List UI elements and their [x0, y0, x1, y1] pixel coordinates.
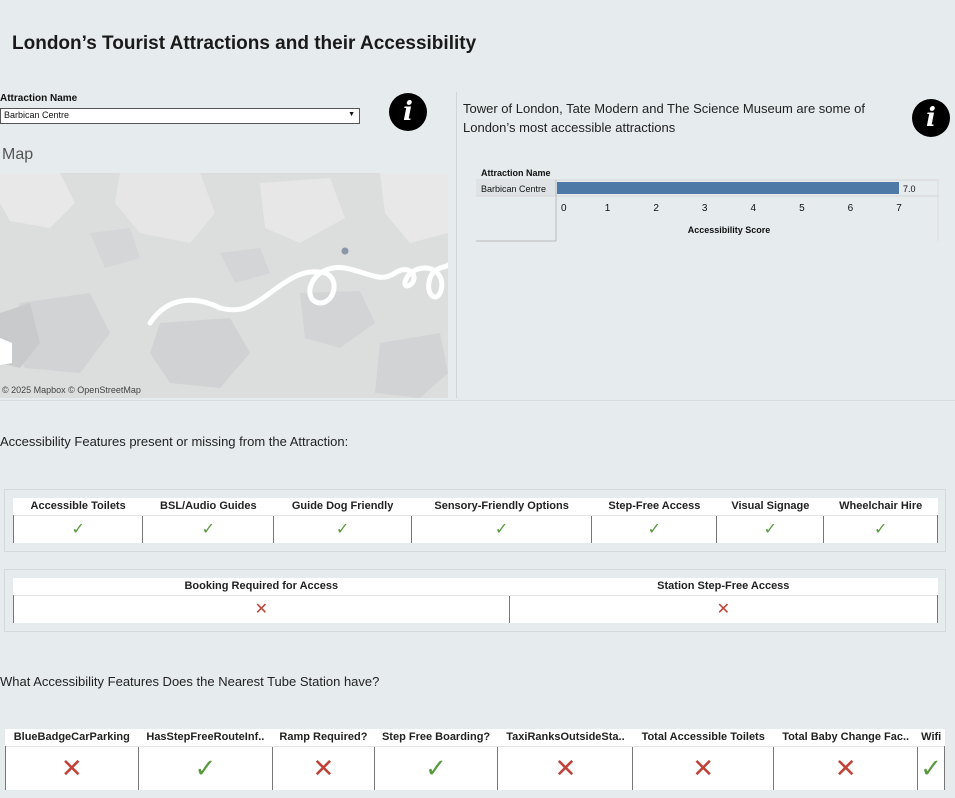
chart-row-header: Attraction Name — [481, 168, 551, 178]
map-attribution: © 2025 Mapbox © OpenStreetMap — [2, 385, 141, 395]
station-feature-cell[interactable]: ✕ — [272, 745, 375, 790]
chart-x-tick: 1 — [605, 203, 611, 214]
check-icon: ✓ — [647, 521, 662, 539]
station-feature-cell[interactable]: ✕ — [5, 745, 139, 790]
check-icon: ✓ — [763, 521, 778, 539]
present-feature-cell[interactable]: ✓ — [716, 514, 824, 543]
map[interactable]: © 2025 Mapbox © OpenStreetMap — [0, 173, 448, 398]
dashboard-title: London’s Tourist Attractions and their A… — [12, 33, 477, 54]
vertical-divider — [456, 92, 457, 398]
present-feature-cell[interactable]: ✓ — [410, 514, 592, 543]
present-feature-cell[interactable]: ✓ — [12, 514, 143, 543]
missing-features-panel — [4, 569, 946, 632]
missing-features-table: Booking Required for Access Station Step-… — [13, 578, 939, 623]
chart-x-axis-label: Accessibility Score — [688, 225, 771, 235]
check-icon: ✓ — [494, 521, 509, 539]
present-features-panel — [4, 489, 946, 552]
station-feature-cell[interactable]: ✕ — [497, 745, 633, 790]
station-feature-header: TaxiRanksOutsideSta.. — [497, 729, 633, 746]
missing-feature-cell[interactable]: ✕ — [508, 594, 939, 623]
station-feature-cell[interactable]: ✕ — [632, 745, 774, 790]
check-icon: ✓ — [201, 521, 216, 539]
present-feature-cell[interactable]: ✓ — [823, 514, 938, 543]
cross-icon: ✕ — [834, 752, 857, 783]
check-icon: ✓ — [920, 752, 943, 783]
missing-feature-header: Booking Required for Access — [13, 578, 510, 595]
present-feature-header: Wheelchair Hire — [823, 498, 938, 515]
station-feature-header: HasStepFreeRouteInf.. — [138, 729, 273, 746]
present-feature-cell[interactable]: ✓ — [142, 514, 274, 543]
present-features-table: Accessible Toilets BSL/Audio Guides Guide … — [12, 498, 938, 543]
station-feature-cell[interactable]: ✓ — [917, 745, 945, 790]
missing-feature-header: Station Step-Free Access — [509, 578, 938, 595]
station-feature-header: Step Free Boarding? — [374, 729, 498, 746]
attraction-features-heading: Accessibility Features present or missin… — [0, 434, 349, 449]
chart-x-tick: 5 — [799, 203, 805, 214]
chart-x-tick: 3 — [702, 203, 708, 214]
check-icon: ✓ — [194, 752, 217, 783]
present-feature-cell[interactable]: ✓ — [591, 514, 717, 543]
chart-category-label: Barbican Centre — [481, 184, 546, 194]
summary-text: Tower of London, Tate Modern and The Sci… — [463, 101, 866, 135]
chevron-down-icon[interactable]: ▼ — [348, 111, 355, 118]
present-feature-header: Step-Free Access — [591, 498, 717, 515]
check-icon: ✓ — [425, 752, 447, 783]
station-feature-header: BlueBadgeCarParking — [5, 729, 139, 746]
info-icon[interactable]: i — [389, 93, 427, 131]
accessibility-score-chart: Attraction Name Barbican Centre 7.0 0 1 2 3 4 5… — [476, 163, 939, 243]
station-features-table: BlueBadgeCarParking HasStepFreeRouteInf..… — [5, 729, 945, 790]
cross-icon: ✕ — [554, 752, 577, 783]
info-icon-summary[interactable]: i — [912, 99, 950, 137]
missing-feature-cell[interactable]: ✕ — [13, 594, 510, 623]
cross-icon: ✕ — [254, 601, 268, 619]
station-feature-header: Ramp Required? — [272, 729, 375, 746]
present-feature-header: Accessible Toilets — [13, 498, 143, 515]
station-feature-header: Total Accessible Toilets — [632, 729, 774, 746]
horizontal-divider — [0, 400, 955, 401]
cross-icon: ✕ — [716, 601, 730, 619]
map-background — [0, 173, 448, 398]
chart-data-label: 7.0 — [903, 184, 916, 194]
chart-x-tick: 6 — [848, 203, 854, 214]
station-feature-cell[interactable]: ✕ — [772, 745, 918, 790]
cross-icon: ✕ — [312, 752, 335, 783]
present-feature-cell[interactable]: ✓ — [273, 514, 412, 543]
attraction-marker[interactable] — [341, 247, 349, 255]
chart-bar[interactable] — [557, 182, 899, 194]
station-feature-header: Wifi — [917, 729, 945, 746]
bar-chart: Attraction Name Barbican Centre 7.0 0 1 2 3 4 5… — [476, 168, 939, 242]
map-title: Map — [2, 146, 34, 163]
check-icon: ✓ — [335, 521, 350, 539]
present-feature-header: BSL/Audio Guides — [142, 498, 274, 515]
station-features-heading: What Accessibility Features Does the Nea… — [0, 674, 380, 689]
chart-x-tick: 0 — [561, 203, 567, 214]
attraction-name-dropdown[interactable]: Barbican Centre ▼ — [0, 108, 360, 124]
attraction-filter-label: Attraction Name — [0, 93, 78, 104]
station-feature-header: Total Baby Change Fac.. — [773, 729, 918, 746]
station-feature-cell[interactable]: ✓ — [373, 745, 498, 790]
station-feature-cell[interactable]: ✓ — [137, 745, 273, 790]
cross-icon: ✕ — [692, 752, 715, 783]
check-icon: ✓ — [71, 521, 85, 539]
chart-x-tick: 2 — [653, 203, 659, 214]
chart-x-tick: 4 — [751, 203, 757, 214]
check-icon: ✓ — [873, 521, 888, 539]
attraction-dropdown-value: Barbican Centre — [4, 110, 70, 120]
chart-x-tick: 7 — [896, 203, 902, 214]
present-feature-header: Visual Signage — [716, 498, 824, 515]
cross-icon: ✕ — [60, 752, 83, 783]
present-feature-header: Guide Dog Friendly — [273, 498, 412, 515]
present-feature-header: Sensory-Friendly Options — [411, 498, 592, 515]
